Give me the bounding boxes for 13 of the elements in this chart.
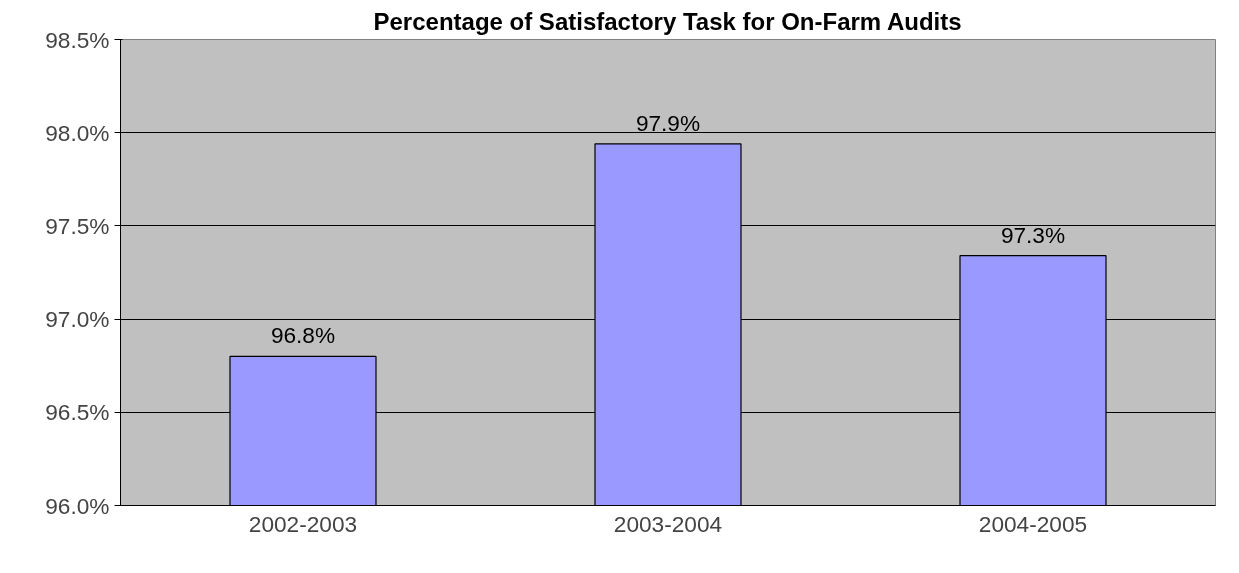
y-tick-label: 96.5% [45, 399, 110, 426]
y-tick-label: 96.0% [45, 492, 110, 519]
y-tick-label: 98.5% [45, 26, 110, 53]
x-tick-label: 2003-2004 [613, 510, 723, 537]
x-tick-label: 2002-2003 [248, 510, 358, 537]
y-tick-label: 97.5% [45, 212, 110, 239]
y-tick-label: 97.0% [45, 306, 110, 333]
data-label: 97.3% [1000, 221, 1066, 248]
x-tick-label: 2004-2005 [978, 510, 1088, 537]
chart-title: Percentage of Satisfactory Task for On-Farm Audits [373, 7, 962, 35]
data-label: 97.9% [635, 109, 701, 136]
y-tick-label: 98.0% [45, 119, 110, 146]
data-label: 96.8% [270, 322, 336, 349]
